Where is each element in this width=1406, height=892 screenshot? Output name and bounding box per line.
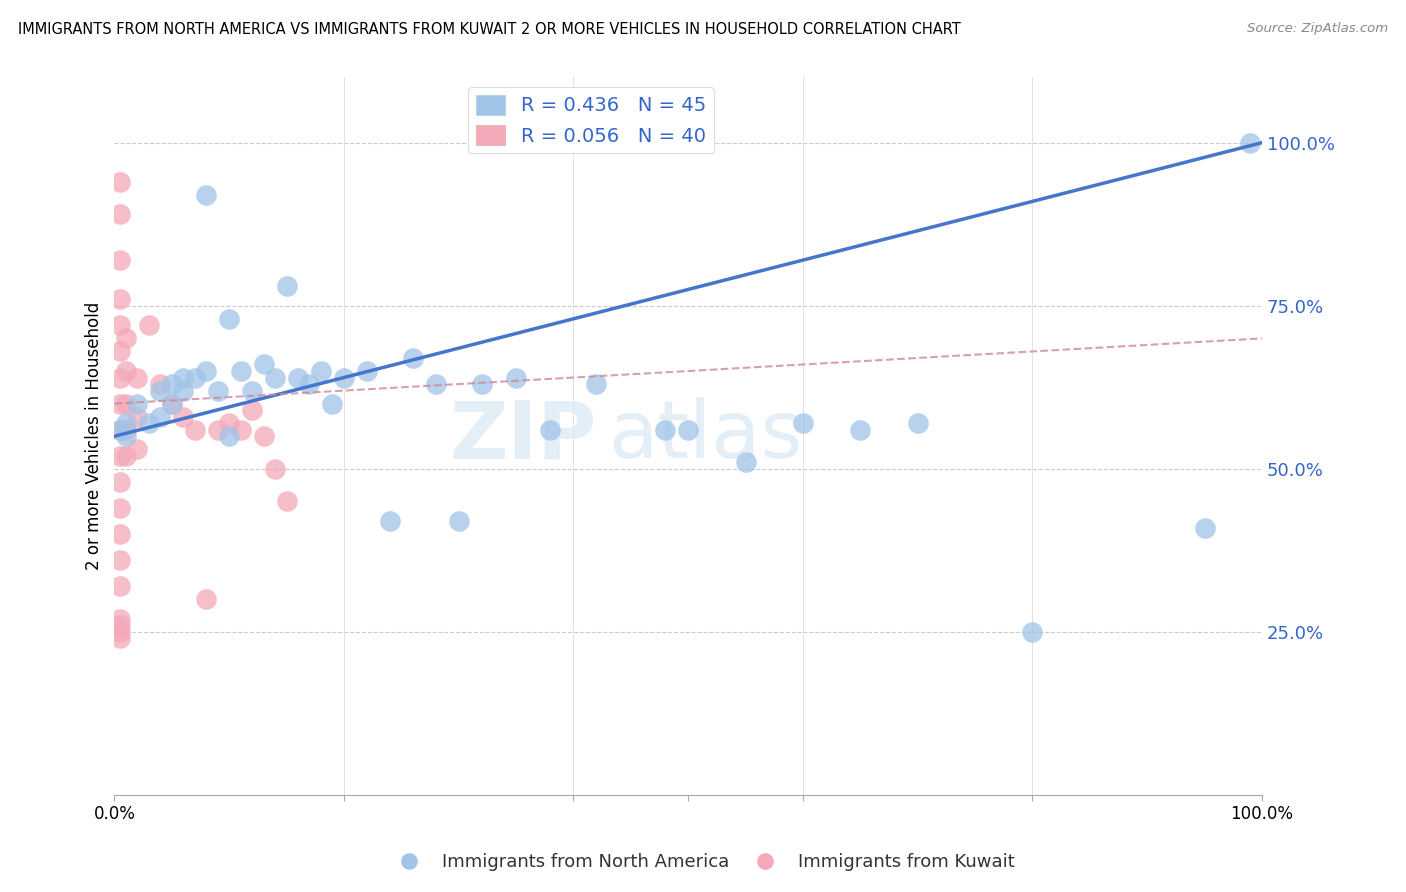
Point [240,403,263,417]
Point [108,370,131,384]
Point [149,409,172,424]
Point [172,409,194,424]
Point [218,416,240,430]
Point [907,416,929,430]
Point [108,624,131,639]
Point [321,397,343,411]
Text: ZIP: ZIP [449,397,596,475]
Point [108,527,131,541]
Point [333,370,356,384]
Legend: R = 0.436   N = 45, R = 0.056   N = 40: R = 0.436 N = 45, R = 0.056 N = 40 [468,87,714,153]
Point [108,449,131,463]
Point [287,370,309,384]
Point [1239,136,1261,150]
Point [108,423,131,437]
Point [108,292,131,306]
Point [108,553,131,567]
Point [127,442,149,457]
Point [184,423,207,437]
Y-axis label: 2 or more Vehicles in Household: 2 or more Vehicles in Household [86,302,103,570]
Point [276,494,298,508]
Point [115,331,138,345]
Point [1194,520,1216,534]
Point [115,397,138,411]
Point [108,344,131,359]
Point [160,377,183,392]
Point [676,423,699,437]
Point [108,207,131,221]
Point [505,370,527,384]
Point [172,370,194,384]
Point [849,423,872,437]
Point [425,377,447,392]
Point [276,279,298,293]
Point [108,618,131,632]
Point [108,318,131,333]
Point [252,429,274,443]
Point [115,364,138,378]
Point [115,423,138,437]
Text: Source: ZipAtlas.com: Source: ZipAtlas.com [1247,22,1388,36]
Point [471,377,494,392]
Point [218,429,240,443]
Point [264,370,287,384]
Point [160,397,183,411]
Point [115,416,138,430]
Point [138,318,160,333]
Point [149,377,172,392]
Point [115,449,138,463]
Point [108,397,131,411]
Point [108,423,131,437]
Point [108,579,131,593]
Point [195,187,218,202]
Point [207,384,229,398]
Point [264,462,287,476]
Point [115,429,138,443]
Point [108,253,131,268]
Point [108,501,131,516]
Point [160,397,183,411]
Legend: Immigrants from North America, Immigrants from Kuwait: Immigrants from North America, Immigrant… [384,847,1022,879]
Point [138,416,160,430]
Point [585,377,607,392]
Point [402,351,425,365]
Point [654,423,676,437]
Point [207,423,229,437]
Point [108,612,131,626]
Text: IMMIGRANTS FROM NORTH AMERICA VS IMMIGRANTS FROM KUWAIT 2 OR MORE VEHICLES IN HO: IMMIGRANTS FROM NORTH AMERICA VS IMMIGRA… [18,22,962,37]
Point [127,409,149,424]
Point [229,364,252,378]
Point [218,311,240,326]
Point [195,364,218,378]
Point [108,175,131,189]
Point [792,416,814,430]
Point [184,370,207,384]
Point [229,423,252,437]
Point [734,455,756,469]
Point [298,377,321,392]
Point [378,514,401,528]
Point [108,475,131,489]
Point [127,397,149,411]
Point [127,370,149,384]
Point [195,592,218,607]
Point [1021,624,1043,639]
Point [172,384,194,398]
Point [252,358,274,372]
Point [149,384,172,398]
Text: atlas: atlas [607,397,803,475]
Point [309,364,332,378]
Point [108,632,131,646]
Point [540,423,562,437]
Point [447,514,470,528]
Point [356,364,378,378]
Point [240,384,263,398]
